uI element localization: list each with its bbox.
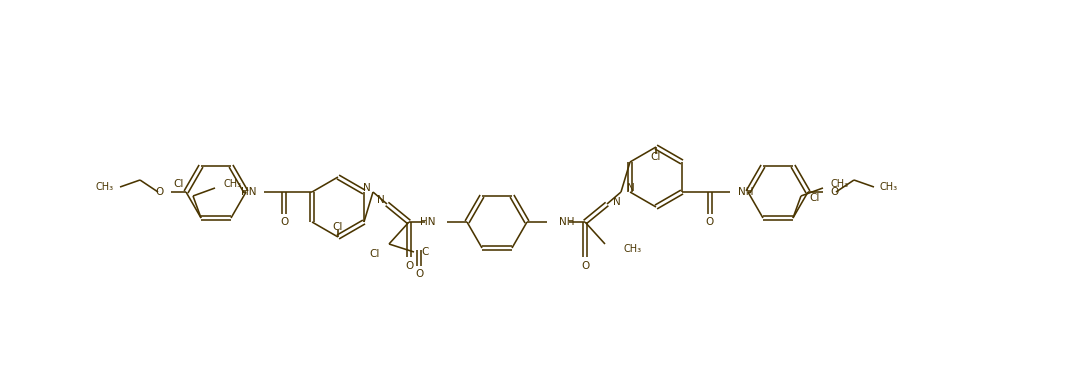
Text: C: C xyxy=(421,247,428,257)
Text: NH: NH xyxy=(559,217,574,227)
Text: CH₃: CH₃ xyxy=(223,179,241,189)
Text: HN: HN xyxy=(420,217,435,227)
Text: O: O xyxy=(405,261,413,271)
Text: O: O xyxy=(279,217,288,227)
Text: N: N xyxy=(627,183,634,193)
Text: O: O xyxy=(155,187,164,197)
Text: Cl: Cl xyxy=(651,152,661,162)
Text: Cl: Cl xyxy=(370,249,380,259)
Text: O: O xyxy=(830,187,838,197)
Text: O: O xyxy=(414,269,423,279)
Text: CH₃: CH₃ xyxy=(880,182,898,192)
Text: CH₃: CH₃ xyxy=(831,179,849,189)
Text: N: N xyxy=(613,197,620,207)
Text: Cl: Cl xyxy=(174,179,185,189)
Text: CH₃: CH₃ xyxy=(96,182,114,192)
Text: HN: HN xyxy=(241,187,256,197)
Text: N: N xyxy=(364,183,371,193)
Text: Cl: Cl xyxy=(332,222,343,232)
Text: O: O xyxy=(706,217,714,227)
Text: CH₃: CH₃ xyxy=(623,244,641,254)
Text: O: O xyxy=(581,261,589,271)
Text: N: N xyxy=(378,195,385,205)
Text: NH: NH xyxy=(738,187,753,197)
Text: Cl: Cl xyxy=(810,193,820,203)
